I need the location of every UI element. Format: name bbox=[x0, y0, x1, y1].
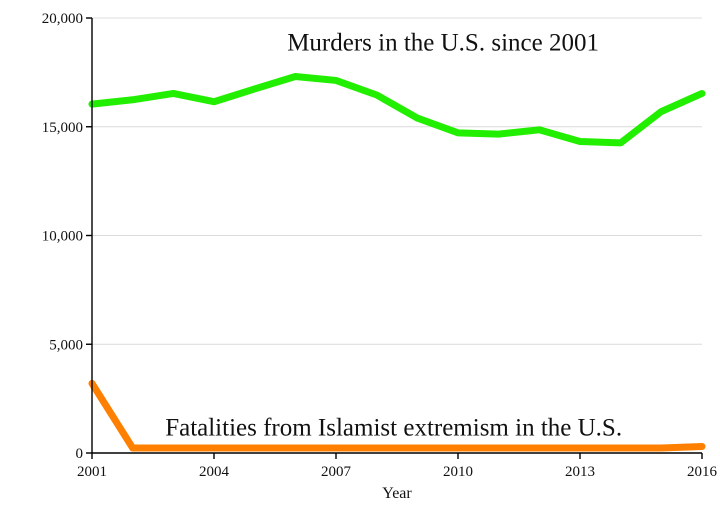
x-axis-title: Year bbox=[382, 485, 412, 502]
x-tick-label: 2007 bbox=[321, 464, 352, 480]
y-tick-label: 10,000 bbox=[42, 229, 83, 245]
x-tick-label: 2010 bbox=[443, 464, 473, 480]
y-tick-label: 20,000 bbox=[42, 11, 83, 27]
annotations: Murders in the U.S. since 2001 Fatalities… bbox=[165, 30, 622, 442]
y-tick-label: 0 bbox=[76, 446, 84, 462]
grid-lines bbox=[92, 17, 702, 345]
series-line-1 bbox=[88, 379, 706, 452]
x-tick-label: 2016 bbox=[687, 464, 718, 480]
annotation-label: Murders in the U.S. since 2001 bbox=[287, 30, 599, 57]
series-lines bbox=[88, 73, 706, 452]
x-tick-label: 2013 bbox=[565, 464, 595, 480]
x-tick-label: 2004 bbox=[199, 464, 230, 480]
y-tick-label: 15,000 bbox=[42, 120, 83, 136]
x-tick-label: 2001 bbox=[77, 464, 107, 480]
axes bbox=[86, 17, 703, 459]
tick-labels: 0 5,000 10,000 15,000 20,000 2001 2004 2007 2010… bbox=[42, 11, 718, 480]
annotation-label: Fatalities from Islamist extremism in th… bbox=[165, 415, 622, 442]
series-line-0 bbox=[88, 73, 706, 147]
y-tick-label: 5,000 bbox=[49, 337, 83, 353]
